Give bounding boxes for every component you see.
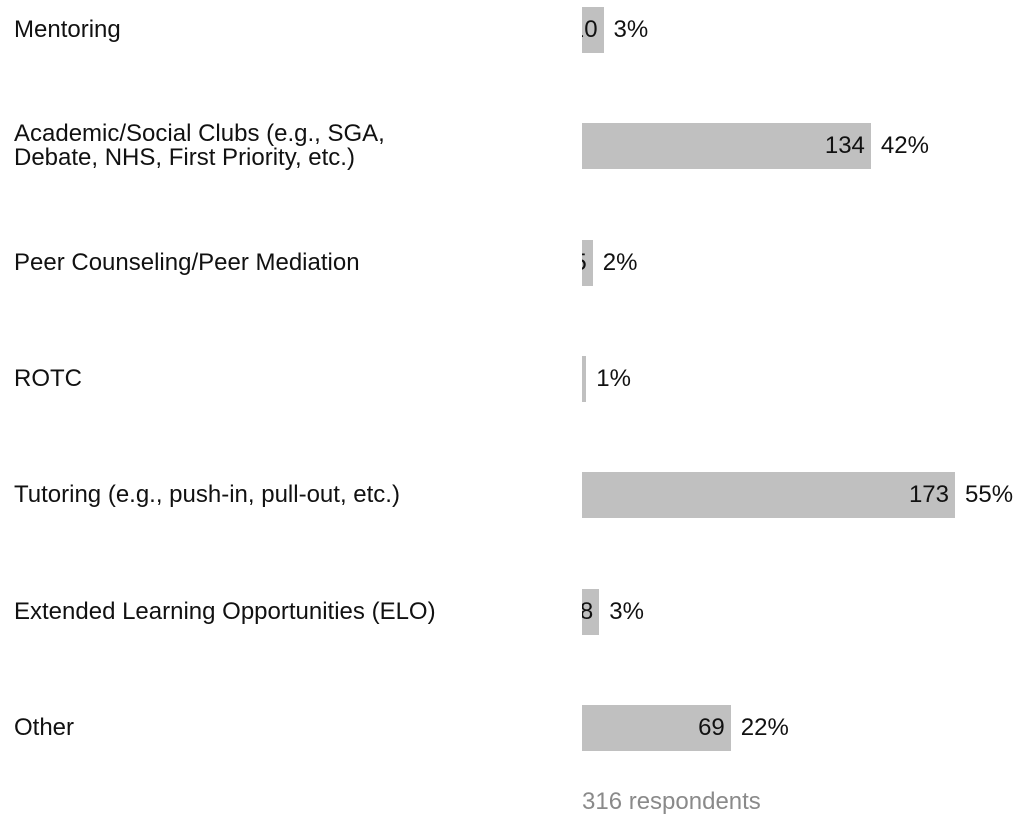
count-label: 173 — [908, 481, 949, 509]
count-label: 134 — [824, 132, 865, 160]
category-label: Tutoring (e.g., push-in, pull-out, etc.) — [14, 481, 400, 509]
bar: 69 — [582, 704, 731, 751]
bar: 134 — [582, 123, 871, 170]
bar: 5 — [582, 239, 593, 286]
percent-label: 2% — [602, 248, 638, 276]
respondents-footer: 316 respondents — [582, 788, 761, 815]
percent-label: 3% — [613, 16, 649, 43]
category-label: ROTC — [14, 364, 82, 392]
percent-label: 22% — [740, 713, 789, 741]
bar: 173 — [582, 472, 955, 519]
bar: 8 — [582, 588, 600, 635]
category-label: Mentoring — [14, 16, 121, 43]
percent-label: 55% — [965, 481, 1014, 509]
count-label: 10 — [582, 16, 598, 43]
category-label: Academic/Social Clubs (e.g., SGA, Debate… — [14, 120, 385, 172]
category-label: Extended Learning Opportunities (ELO) — [14, 597, 436, 625]
category-label: Other — [14, 713, 75, 741]
percent-label: 3% — [609, 597, 644, 625]
count-label: 69 — [698, 713, 725, 741]
count-label: 8 — [582, 597, 594, 625]
count-label: 5 — [582, 249, 587, 277]
category-label: Peer Counseling/Peer Mediation — [14, 248, 360, 276]
percent-label: 1% — [596, 364, 631, 392]
percent-label: 42% — [880, 132, 929, 160]
bar: 10 — [582, 7, 604, 53]
bar: 2 — [582, 355, 587, 402]
